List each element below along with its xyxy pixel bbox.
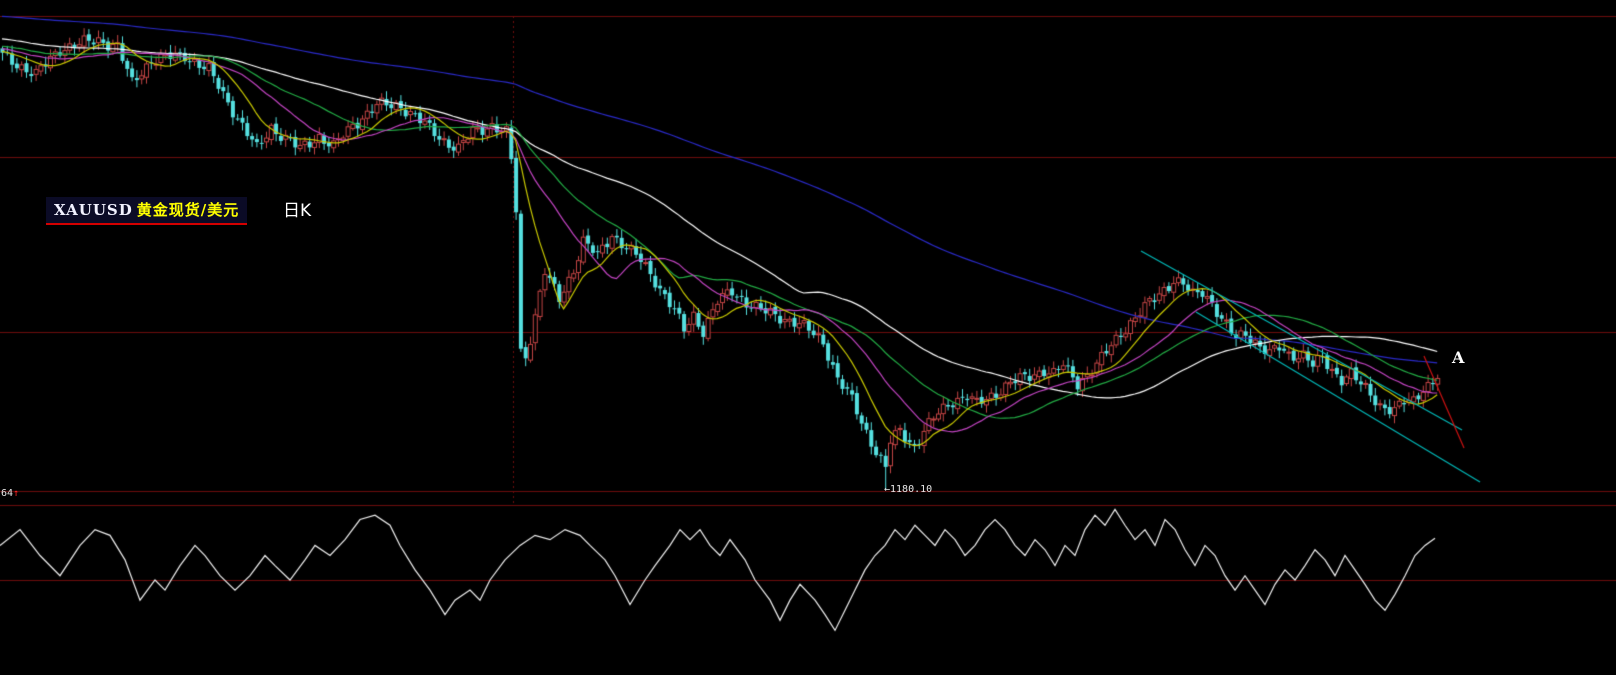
low-price-annotation: ←1180.10 [884,484,933,495]
period-label: 日K [283,201,312,221]
up-arrow-icon: ↑ [13,488,20,499]
indicator-scale-label: 64↑ [1,488,19,499]
symbol-code: XAUUSD [54,201,133,219]
point-a-annotation: A [1452,348,1465,367]
symbol-label: XAUUSD 黄金现货/美元 [46,197,248,225]
symbol-name: 黄金现货/美元 [136,201,240,219]
indicator-scale-value: 64 [1,488,14,499]
